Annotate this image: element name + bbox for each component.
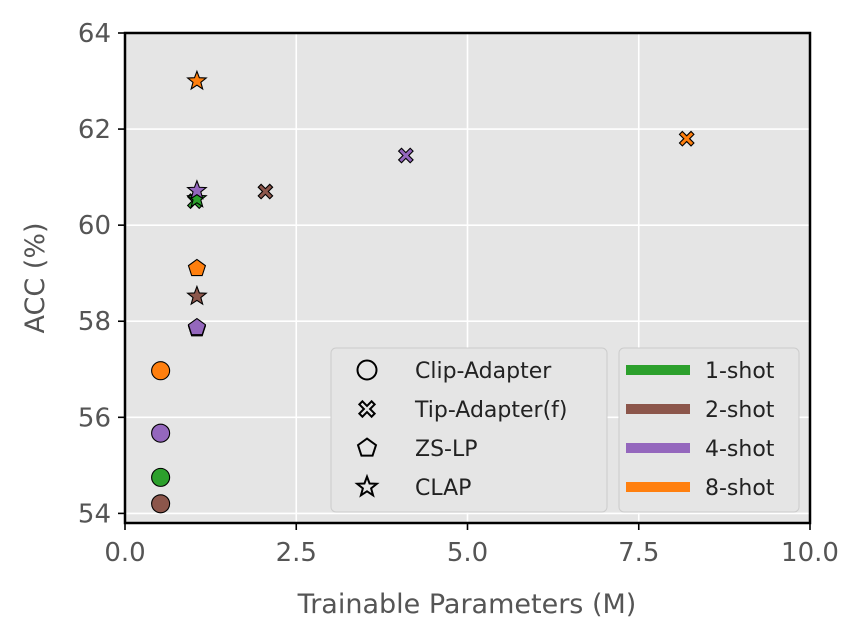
y-tick-label: 64 xyxy=(78,19,111,49)
legend-label: 4-shot xyxy=(705,437,775,462)
legend-label: Clip-Adapter xyxy=(415,359,552,384)
axis-ticks: 0.0 2.5 5.0 7.5 10.0 54 56 58 60 62 64 xyxy=(78,19,839,568)
legend-swatch xyxy=(626,443,690,453)
y-tick-label: 60 xyxy=(78,211,111,241)
data-point xyxy=(186,284,208,306)
data-point xyxy=(257,183,274,200)
data-point xyxy=(186,69,208,91)
data-point xyxy=(151,494,171,514)
x-tick-label: 10.0 xyxy=(781,538,839,568)
y-tick-label: 62 xyxy=(78,115,111,145)
data-point xyxy=(151,423,171,443)
legend-swatch xyxy=(626,365,690,375)
legend-marker-star xyxy=(354,473,380,498)
legend-label: 2-shot xyxy=(705,398,775,423)
legend-swatch xyxy=(626,404,690,414)
data-point xyxy=(186,179,208,200)
x-tick-label: 2.5 xyxy=(276,538,317,568)
data-point xyxy=(397,147,414,164)
legend-label: CLAP xyxy=(415,476,471,501)
x-axis-label: Trainable Parameters (M) xyxy=(297,589,637,620)
data-point xyxy=(186,187,208,208)
legend-swatch xyxy=(626,482,690,492)
data-points xyxy=(151,69,695,514)
shot-legend: 1-shot 2-shot 4-shot 8-shot xyxy=(618,347,800,513)
y-tick-label: 56 xyxy=(78,403,111,433)
y-tick-label: 58 xyxy=(78,307,111,337)
legend-label: 1-shot xyxy=(705,359,775,384)
data-point xyxy=(187,317,207,336)
legend-label: Tip-Adapter(f) xyxy=(414,398,568,423)
legend-marker-pentagon xyxy=(356,437,378,457)
legend-label: 8-shot xyxy=(705,476,775,501)
y-axis-label: ACC (%) xyxy=(20,222,51,333)
data-point xyxy=(187,258,207,277)
data-point xyxy=(678,130,695,147)
data-point xyxy=(151,467,171,487)
data-point xyxy=(151,361,171,381)
x-tick-label: 7.5 xyxy=(618,538,659,568)
legend-label: ZS-LP xyxy=(415,437,478,462)
shot-legend-box xyxy=(618,347,800,513)
y-tick-label: 54 xyxy=(78,499,111,529)
legend-marker-circle xyxy=(356,359,378,381)
x-tick-label: 0.0 xyxy=(104,538,145,568)
method-legend: Clip-Adapter Tip-Adapter(f) ZS-LP CLAP xyxy=(330,347,608,513)
x-tick-label: 5.0 xyxy=(447,538,488,568)
legend-marker-x xyxy=(357,399,377,419)
method-legend-box xyxy=(330,347,608,513)
